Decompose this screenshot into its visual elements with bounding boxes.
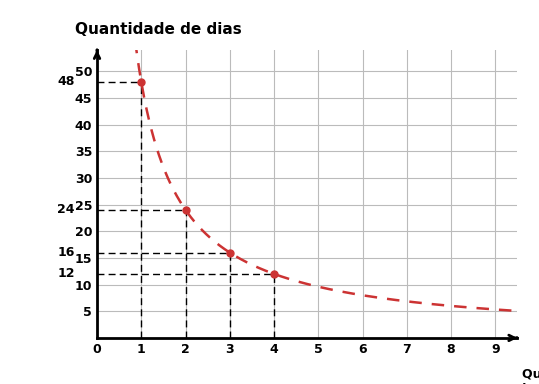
Text: 12: 12	[57, 267, 75, 280]
Text: 48: 48	[58, 75, 75, 88]
Text: Quantidade de dias: Quantidade de dias	[75, 22, 241, 36]
Text: Quantidade de
trabalhadores: Quantidade de trabalhadores	[522, 367, 539, 384]
Text: 24: 24	[57, 204, 75, 217]
Text: 16: 16	[58, 246, 75, 259]
